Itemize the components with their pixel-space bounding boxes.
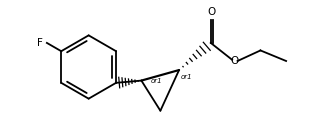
Text: O: O [231,56,239,66]
Text: F: F [37,38,43,48]
Text: O: O [208,7,216,17]
Text: or1: or1 [181,74,192,80]
Text: or1: or1 [151,78,162,84]
